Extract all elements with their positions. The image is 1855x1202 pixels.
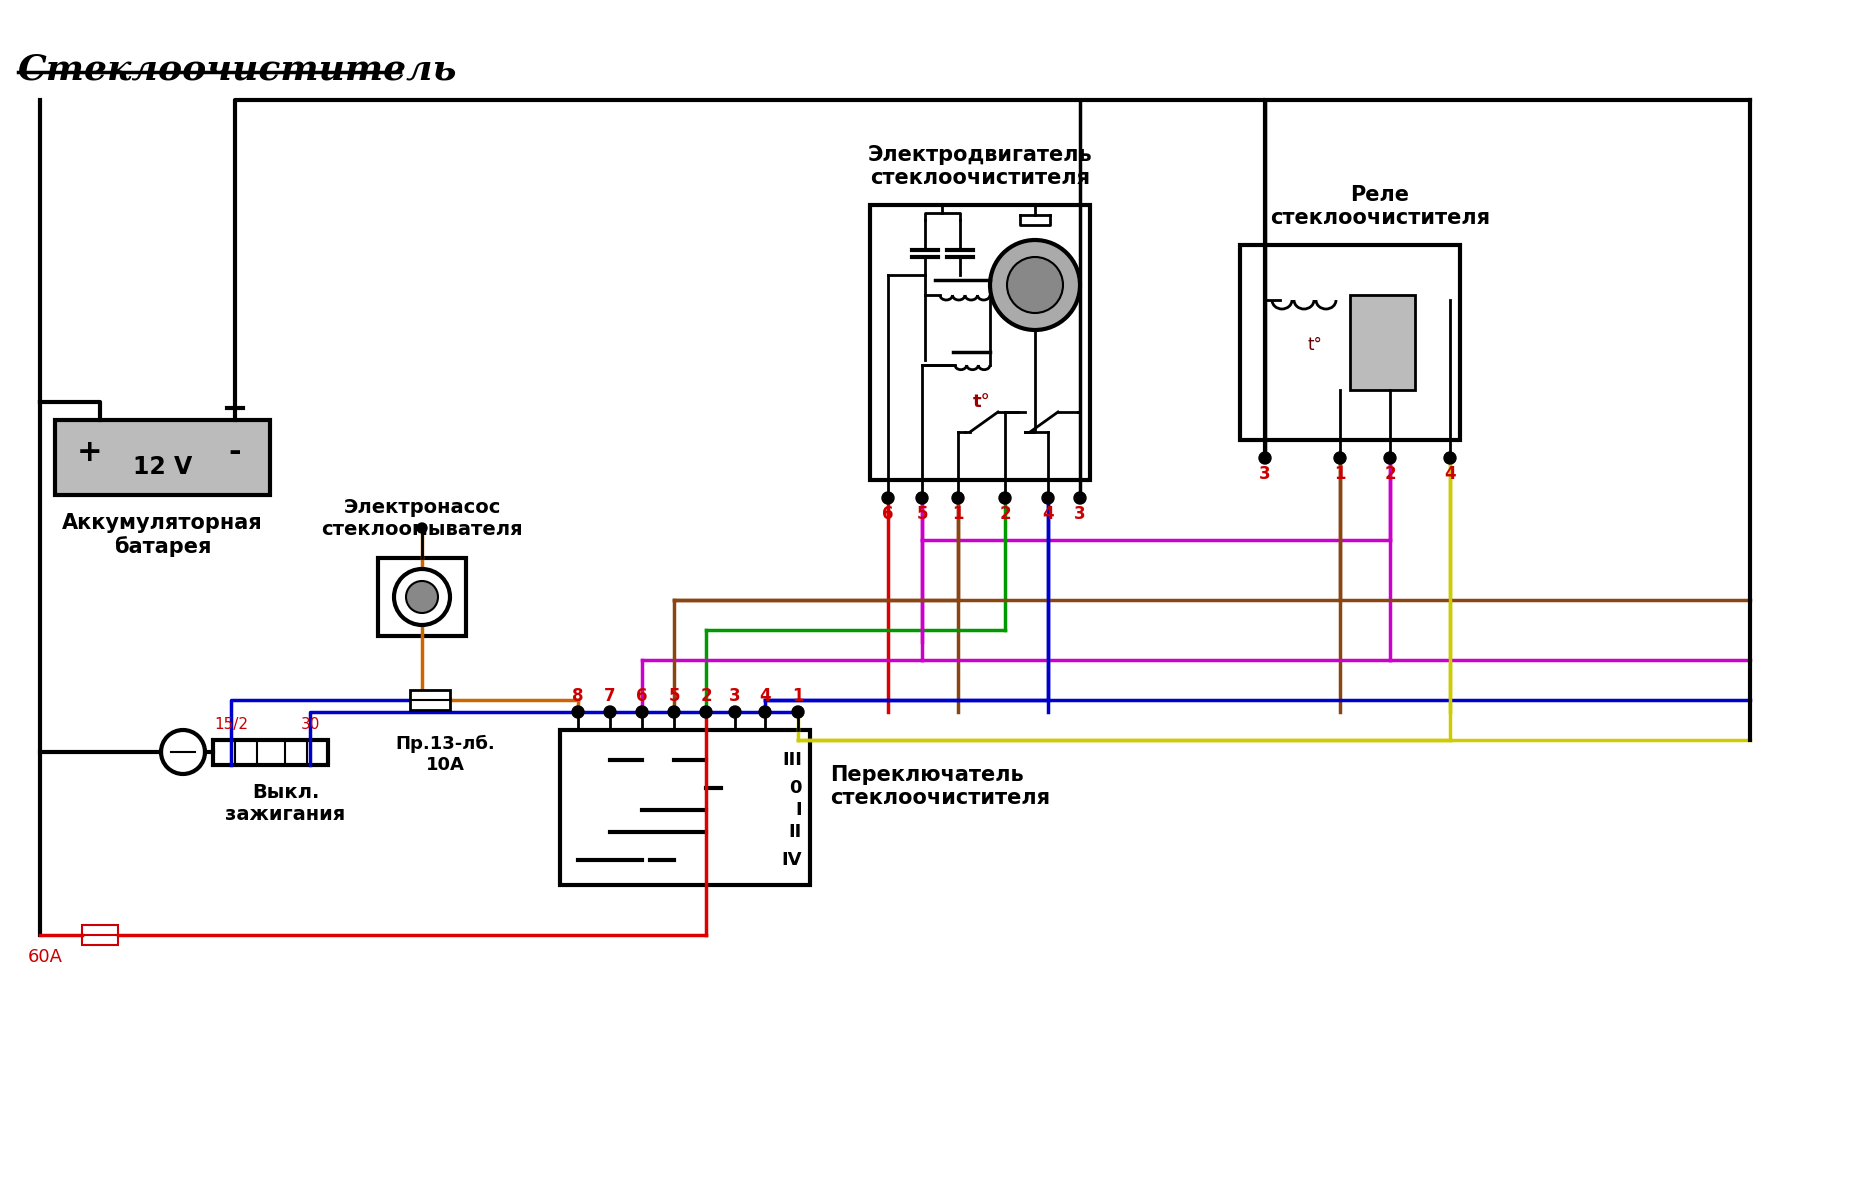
Text: 7: 7 [605, 688, 616, 706]
Text: Пр.13-лб.
10А: Пр.13-лб. 10А [395, 734, 495, 774]
Text: 3: 3 [1260, 465, 1271, 483]
Bar [1239, 245, 1460, 440]
Bar [378, 558, 466, 636]
Text: 5: 5 [668, 688, 679, 706]
Text: 6: 6 [883, 505, 894, 523]
Circle shape [1384, 452, 1397, 464]
Bar [82, 926, 119, 945]
Circle shape [729, 706, 740, 718]
Circle shape [952, 492, 965, 504]
Text: 4: 4 [1043, 505, 1054, 523]
Text: III: III [783, 751, 801, 769]
Circle shape [1443, 452, 1456, 464]
Circle shape [792, 706, 803, 718]
Text: 1: 1 [792, 688, 803, 706]
Text: 1: 1 [952, 505, 965, 523]
Text: 15/2: 15/2 [213, 718, 249, 732]
Text: t°: t° [974, 393, 991, 411]
Text: 4: 4 [759, 688, 772, 706]
Text: 5: 5 [916, 505, 928, 523]
Text: 3: 3 [729, 688, 740, 706]
Text: t°: t° [1308, 337, 1323, 355]
Circle shape [605, 706, 616, 718]
Circle shape [1260, 452, 1271, 464]
Bar [56, 419, 271, 495]
Text: 6: 6 [636, 688, 647, 706]
Circle shape [881, 492, 894, 504]
Circle shape [636, 706, 647, 718]
Bar [1350, 294, 1415, 389]
Bar [410, 690, 451, 710]
Circle shape [417, 523, 427, 532]
Text: -: - [228, 438, 241, 468]
Text: 4: 4 [1445, 465, 1456, 483]
Circle shape [1334, 452, 1347, 464]
Bar [560, 730, 811, 885]
Circle shape [161, 730, 206, 774]
Circle shape [699, 706, 712, 718]
Text: Реле
стеклоочистителя: Реле стеклоочистителя [1271, 185, 1490, 228]
Text: +: + [78, 438, 102, 468]
Text: 2: 2 [699, 688, 712, 706]
Circle shape [759, 706, 772, 718]
Text: II: II [788, 823, 801, 841]
Circle shape [1043, 492, 1054, 504]
Circle shape [571, 706, 584, 718]
Text: Электронасос
стеклоомывателя: Электронасос стеклоомывателя [321, 498, 523, 538]
Bar [870, 206, 1091, 480]
Text: 12 V: 12 V [134, 456, 193, 480]
Text: Переключатель
стеклоочистителя: Переключатель стеклоочистителя [829, 764, 1050, 808]
Text: Стеклоочиститель: Стеклоочиститель [19, 52, 458, 87]
Circle shape [668, 706, 681, 718]
Text: Выкл.
зажигания: Выкл. зажигания [224, 783, 345, 825]
Circle shape [393, 569, 451, 625]
Text: 2: 2 [1384, 465, 1395, 483]
Text: 1: 1 [1334, 465, 1345, 483]
Bar [213, 740, 328, 764]
Circle shape [991, 240, 1080, 331]
Text: 60А: 60А [28, 948, 63, 966]
Text: 2: 2 [1000, 505, 1011, 523]
Text: Аккумуляторная
батарея: Аккумуляторная батарея [61, 513, 263, 558]
Text: 0: 0 [790, 779, 801, 797]
Circle shape [1074, 492, 1085, 504]
Text: Электродвигатель
стеклоочистителя: Электродвигатель стеклоочистителя [868, 145, 1093, 189]
Text: 30: 30 [301, 718, 319, 732]
Circle shape [916, 492, 928, 504]
Text: I: I [796, 801, 801, 819]
Circle shape [406, 581, 438, 613]
Text: 8: 8 [571, 688, 584, 706]
Text: 3: 3 [1074, 505, 1085, 523]
Circle shape [1007, 257, 1063, 313]
Circle shape [1000, 492, 1011, 504]
Text: IV: IV [781, 851, 801, 869]
